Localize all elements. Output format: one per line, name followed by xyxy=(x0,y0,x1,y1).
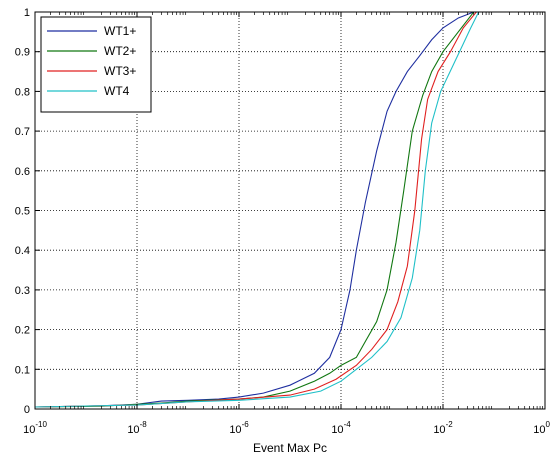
y-tick-label: 0.5 xyxy=(15,206,30,218)
x-axis-label: Event Max Pc xyxy=(253,441,327,455)
y-tick-label: 0 xyxy=(24,404,30,416)
y-tick-label: 0.2 xyxy=(15,325,30,337)
y-tick-label: 0.7 xyxy=(15,126,30,138)
series-line-wt1 xyxy=(34,11,545,408)
legend-box xyxy=(40,16,152,113)
y-tick-labels: 0 0.1 0.2 0.3 0.4 0.5 0.6 0.7 0.8 0.9 1 xyxy=(15,7,30,416)
y-tick-label: 0.6 xyxy=(15,166,30,178)
y-tick-label: 0.4 xyxy=(15,245,30,257)
legend-label: WT3+ xyxy=(104,64,136,78)
y-tick-label: 0.1 xyxy=(15,364,30,376)
y-tick-label: 0.8 xyxy=(15,86,30,98)
x-tick-label: 10-10 xyxy=(23,420,47,436)
x-tick-label: 10-8 xyxy=(127,420,147,436)
series-line-wt2 xyxy=(34,11,545,408)
x-tick-label: 10-2 xyxy=(433,420,453,436)
legend-label: WT4 xyxy=(104,84,130,98)
series-line-wt4 xyxy=(34,11,545,408)
legend-label: WT1+ xyxy=(104,24,136,38)
y-tick-label: 0.9 xyxy=(15,47,30,59)
y-tick-label: 0.3 xyxy=(15,285,30,297)
x-tick-label: 10-4 xyxy=(331,420,351,436)
y-tick-label: 1 xyxy=(24,7,30,19)
series-line-wt3 xyxy=(34,11,545,408)
x-tick-labels: 10-10 10-8 10-6 10-4 10-2 100 xyxy=(23,420,550,436)
x-tick-label: 10-6 xyxy=(229,420,249,436)
axis-ticks xyxy=(34,11,546,410)
legend: WT1+ WT2+ WT3+ WT4 xyxy=(40,16,152,113)
series-layer xyxy=(34,11,545,408)
legend-items: WT1+ WT2+ WT3+ WT4 xyxy=(47,24,136,98)
x-tick-label: 100 xyxy=(533,420,550,436)
legend-label: WT2+ xyxy=(104,44,136,58)
